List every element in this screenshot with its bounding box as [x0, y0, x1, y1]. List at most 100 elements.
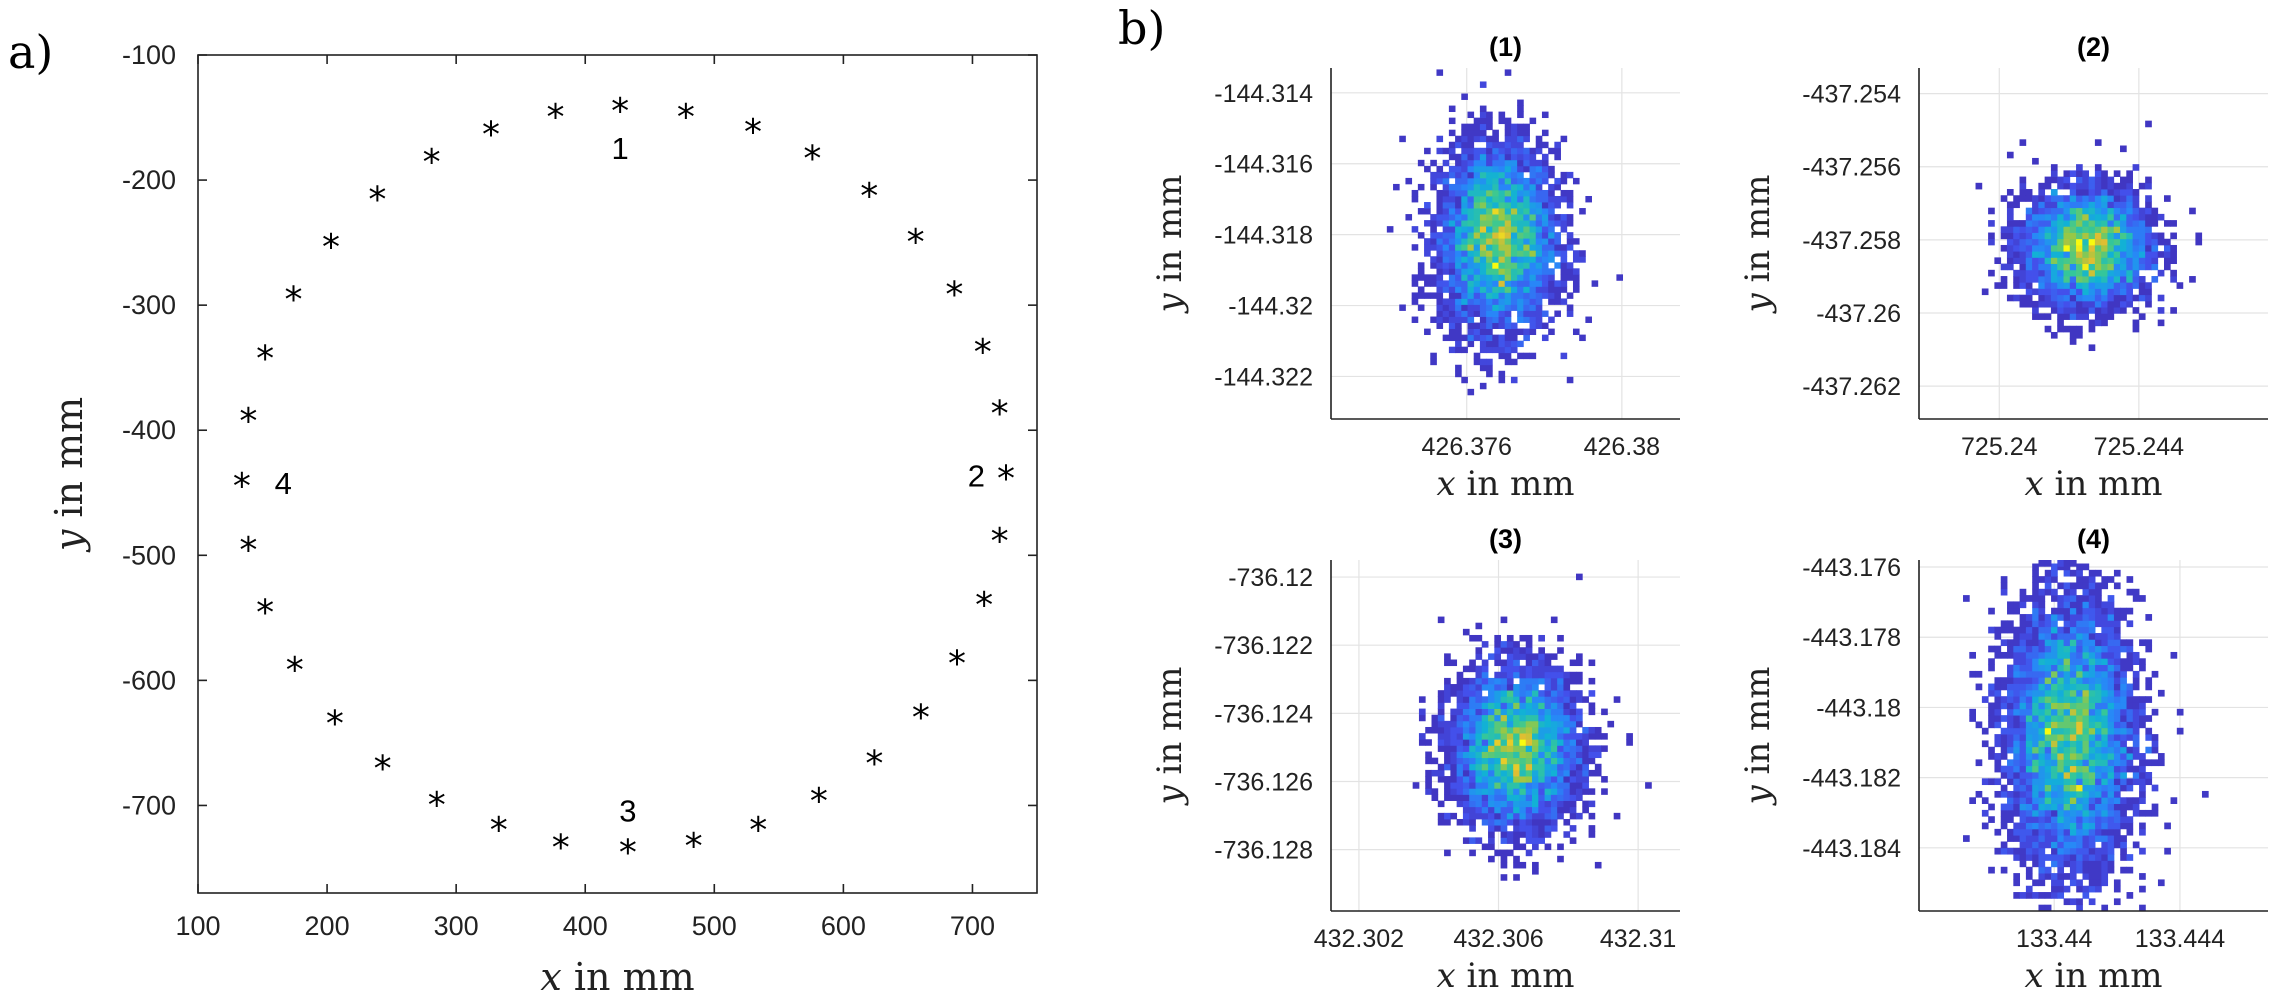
heatmap-cell — [2013, 702, 2021, 710]
heatmap-cell — [1969, 708, 1976, 716]
heatmap-cell — [2126, 620, 2134, 628]
heatmap-cell — [2044, 207, 2052, 215]
heatmap-cell — [2107, 772, 2115, 779]
heatmap-cell — [2120, 803, 2127, 811]
heatmap-cell — [1529, 171, 1537, 179]
heatmap-cell — [2063, 226, 2071, 233]
heatmap-cell — [2107, 753, 2115, 760]
heatmap-cell — [2113, 772, 2121, 779]
heatmap-cell — [2019, 809, 2027, 817]
heatmap-cell — [1532, 739, 1539, 746]
heatmap-cell — [2113, 765, 2121, 773]
heatmap-cell — [2051, 670, 2058, 678]
heatmap-cell — [1517, 135, 1524, 143]
heatmap-cell — [2094, 307, 2102, 314]
heatmap-cell — [2069, 620, 2077, 628]
heatmap-cell — [2050, 288, 2058, 296]
heatmap-cell — [2007, 828, 2014, 836]
heatmap-cell — [1473, 268, 1481, 275]
heatmap-cell — [1475, 782, 1483, 789]
heatmap-cell — [1500, 776, 1508, 783]
heatmap-cell — [2032, 157, 2039, 165]
heatmap-cell — [2032, 307, 2039, 314]
heatmap-cell — [2051, 715, 2058, 722]
heatmap-cell — [1500, 757, 1508, 765]
heatmap-cell — [1504, 129, 1512, 137]
heatmap-cell — [1467, 238, 1475, 245]
heatmap-cell — [2069, 797, 2077, 804]
heatmap-cell — [1523, 316, 1530, 323]
heatmap-cell — [1975, 182, 1983, 190]
heatmap-cell — [1529, 250, 1537, 257]
heatmap-cell — [1479, 250, 1487, 257]
heatmap-cell — [2088, 182, 2096, 190]
heatmap-cell — [2094, 294, 2102, 302]
y-tick-label: -144.32 — [1228, 293, 1313, 321]
heatmap-cell — [1513, 776, 1520, 783]
heatmap-cell — [2107, 683, 2115, 691]
heatmap-cell — [2076, 232, 2083, 240]
y-tick-label: -736.126 — [1214, 769, 1313, 797]
y-axis-label-var: y — [47, 529, 91, 553]
heatmap-cell — [2120, 683, 2127, 691]
heatmap-cell — [2044, 576, 2052, 583]
heatmap-cell — [2032, 288, 2039, 296]
heatmap-cell — [1575, 671, 1583, 679]
heatmap-cell — [1557, 855, 1564, 863]
heatmap-cell — [2107, 797, 2115, 804]
heatmap-cell — [1582, 776, 1589, 783]
heatmap-cell — [1557, 788, 1564, 795]
heatmap-cell — [1517, 286, 1524, 293]
heatmap-cell — [2145, 238, 2152, 246]
heatmap-cell — [1425, 751, 1432, 759]
heatmap-cell — [2013, 803, 2021, 811]
heatmap-cell — [2069, 683, 2077, 691]
data-point: * — [256, 338, 274, 379]
heatmap-cell — [1532, 794, 1539, 801]
heatmap-cell — [2120, 740, 2127, 748]
heatmap-cell — [2082, 778, 2090, 786]
heatmap-cell — [1557, 800, 1564, 808]
heatmap-cell — [2038, 195, 2046, 202]
heatmap-cell — [2025, 790, 2033, 798]
heatmap-cell — [2101, 319, 2108, 327]
heatmap-cell — [1529, 189, 1537, 197]
heatmap-cell — [2139, 809, 2146, 817]
heatmap-cell — [1492, 334, 1499, 342]
heatmap-cell — [2082, 614, 2090, 621]
heatmap-cell — [1467, 268, 1475, 275]
heatmap-cell — [2094, 276, 2102, 283]
heatmap-cell — [2051, 759, 2058, 767]
heatmap-cell — [2069, 288, 2077, 296]
heatmap-cell — [2076, 841, 2083, 849]
heatmap-cell — [1544, 690, 1552, 697]
heatmap-cell — [1994, 828, 2002, 836]
heatmap-cell — [1498, 183, 1506, 191]
heatmap-cell — [2000, 734, 2008, 741]
heatmap-cell — [2069, 325, 2077, 333]
heatmap-cell — [1525, 800, 1533, 808]
heatmap-cell — [1486, 346, 1493, 354]
heatmap-cell — [2145, 300, 2152, 308]
heatmap-cell — [2088, 854, 2096, 861]
heatmap-cell — [2025, 828, 2033, 836]
heatmap-cell — [2120, 670, 2127, 678]
heatmap-cell — [2101, 257, 2108, 265]
heatmap-cell — [1548, 244, 1555, 251]
heatmap-cell — [2164, 822, 2171, 830]
heatmap-cell — [1448, 304, 1456, 311]
heatmap-cell — [2032, 257, 2039, 265]
heatmap-cell — [1517, 328, 1524, 336]
y-tick-label: -443.182 — [1802, 765, 1901, 793]
heatmap-cell — [2120, 746, 2127, 754]
heatmap-cell — [1550, 690, 1558, 697]
heatmap-cell — [1417, 183, 1425, 191]
heatmap-cell — [2013, 220, 2020, 227]
heatmap-cell — [2063, 721, 2071, 729]
heatmap-cell — [1431, 788, 1439, 795]
heatmap-cell — [1486, 322, 1493, 329]
heatmap-cell — [1467, 232, 1475, 239]
heatmap-cell — [1498, 316, 1506, 323]
heatmap-cell — [1486, 244, 1493, 251]
heatmap-cell — [2051, 822, 2058, 830]
